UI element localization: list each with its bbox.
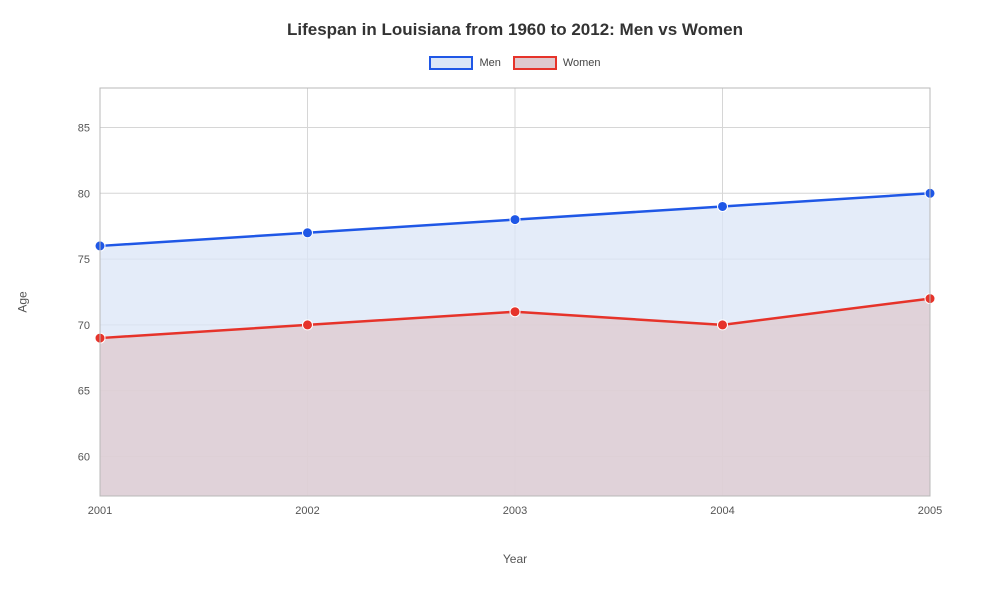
plot-svg: 60 65 70 75 80 85 2001 2002 2003 2004 2005 xyxy=(60,82,970,522)
x-tick-label: 2003 xyxy=(503,505,527,517)
data-point xyxy=(303,228,313,238)
y-tick-label: 85 xyxy=(78,122,90,134)
y-tick-label: 60 xyxy=(78,452,90,464)
data-point xyxy=(303,320,313,330)
chart-title: Lifespan in Louisiana from 1960 to 2012:… xyxy=(60,20,970,40)
legend-label-women: Women xyxy=(563,57,601,69)
legend-item-men: Men xyxy=(429,56,500,70)
legend-swatch-women xyxy=(513,56,557,70)
legend-swatch-men xyxy=(429,56,473,70)
y-tick-label: 75 xyxy=(78,254,90,266)
y-tick-label: 70 xyxy=(78,320,90,332)
chart-container: Lifespan in Louisiana from 1960 to 2012:… xyxy=(0,0,1000,600)
data-point xyxy=(510,307,520,317)
y-tick-label: 65 xyxy=(78,386,90,398)
legend-item-women: Women xyxy=(513,56,601,70)
x-tick-label: 2005 xyxy=(918,505,942,517)
legend: Men Women xyxy=(60,56,970,70)
y-tick-label: 80 xyxy=(78,188,90,200)
legend-label-men: Men xyxy=(479,57,500,69)
x-tick-label: 2004 xyxy=(710,505,734,517)
x-tick-label: 2002 xyxy=(295,505,319,517)
plot-area: Age 60657075808520012002200320042005 Yea… xyxy=(60,82,970,522)
data-point xyxy=(718,320,728,330)
x-tick-label: 2001 xyxy=(88,505,112,517)
x-axis-label: Year xyxy=(503,552,527,566)
y-axis-label: Age xyxy=(16,291,30,312)
data-point xyxy=(510,215,520,225)
data-point xyxy=(718,201,728,211)
